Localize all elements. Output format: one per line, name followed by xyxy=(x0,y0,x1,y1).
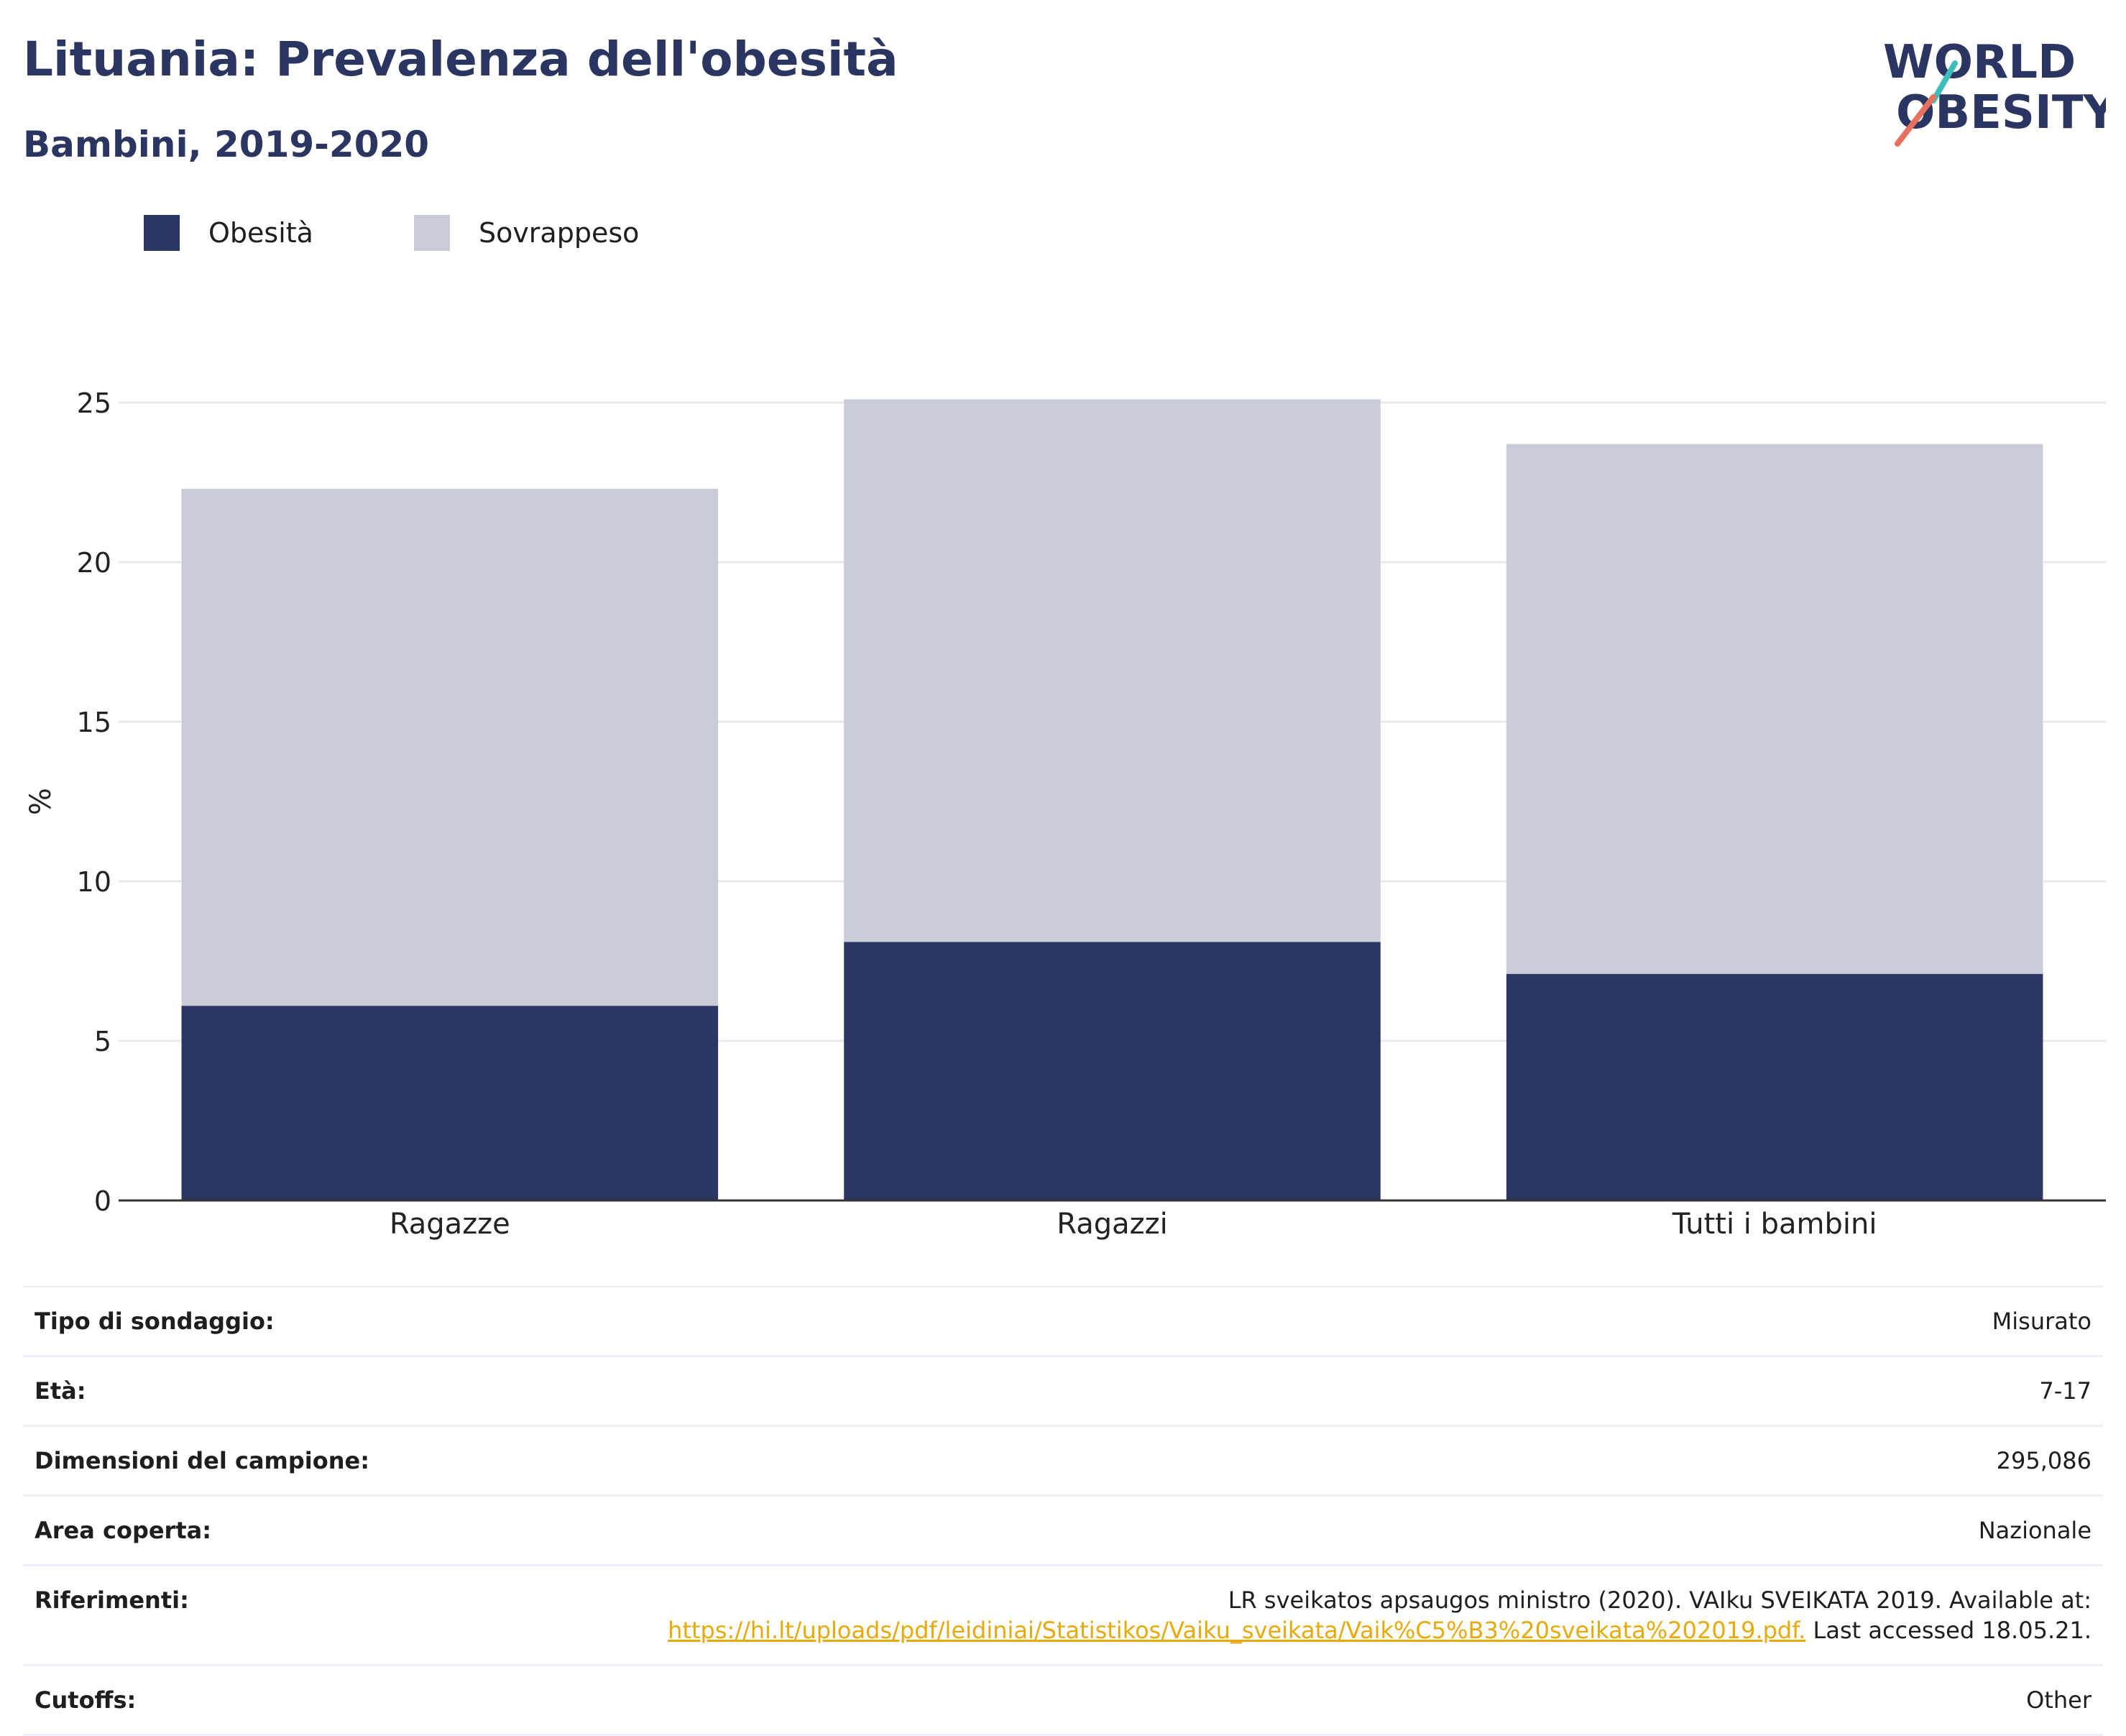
x-tick-label: Ragazzi xyxy=(1057,1208,1167,1241)
legend-item-obesity: Obesità xyxy=(144,215,313,251)
info-row-sample-size: Dimensioni del campione: 295,086 xyxy=(23,1425,2103,1494)
chart-title: Lituania: Prevalenza dell'obesità xyxy=(23,32,898,87)
logo-word-world: WORLD xyxy=(1883,36,2076,89)
reference-accessed: Last accessed 18.05.21. xyxy=(1805,1617,2092,1644)
legend-label-obesity: Obesità xyxy=(208,217,313,249)
y-tick-label: 5 xyxy=(94,1026,111,1057)
y-tick-label: 10 xyxy=(77,866,111,898)
y-axis-title: % xyxy=(24,788,57,815)
bar-obesity xyxy=(181,1006,719,1200)
reference-text: LR sveikatos apsaugos ministro (2020). V… xyxy=(668,1585,2092,1645)
bar-chart: 0 5 10 15 20 25% Ragazze Ragazzi Tutti i bambini xyxy=(24,387,2106,1241)
info-label: Area coperta: xyxy=(34,1517,212,1544)
info-label: Tipo di sondaggio: xyxy=(34,1308,275,1335)
info-label: Riferimenti: xyxy=(34,1586,189,1614)
info-row-age: Età: 7-17 xyxy=(23,1355,2103,1425)
info-row-survey-type: Tipo di sondaggio: Misurato xyxy=(23,1285,2103,1355)
info-value: Misurato xyxy=(1992,1308,2092,1335)
chart-subtitle: Bambini, 2019-2020 xyxy=(23,124,430,165)
y-tick-label: 0 xyxy=(94,1185,111,1217)
info-table: Tipo di sondaggio: Misurato Età: 7-17 Di… xyxy=(23,1285,2103,1736)
info-value: 295,086 xyxy=(1996,1447,2092,1474)
bar-overweight xyxy=(181,488,719,1006)
y-tick-label: 25 xyxy=(77,387,111,419)
bar-obesity xyxy=(1506,973,2043,1200)
world-obesity-logo: WORLD OBESITY xyxy=(1883,36,2106,147)
y-tick-label: 15 xyxy=(77,707,111,738)
legend-swatch-obesity xyxy=(144,215,180,251)
logo-slash-teal xyxy=(1931,60,1958,104)
x-tick-label: Tutti i bambini xyxy=(1672,1208,1877,1241)
info-row-area: Area coperta: Nazionale xyxy=(23,1494,2103,1564)
info-label: Età: xyxy=(34,1377,86,1405)
chart-legend: Obesità Sovrappeso xyxy=(144,213,740,253)
bar-overweight xyxy=(844,399,1381,942)
y-tick-label: 20 xyxy=(77,547,111,579)
info-row-references: Riferimenti: LR sveikatos apsaugos minis… xyxy=(23,1564,2103,1664)
info-label: Dimensioni del campione: xyxy=(34,1447,370,1474)
info-label: Cutoffs: xyxy=(34,1686,137,1714)
legend-swatch-overweight xyxy=(413,215,450,251)
logo-word-obesity: OBESITY xyxy=(1896,86,2106,139)
reference-link[interactable]: https://hi.lt/uploads/pdf/leidiniai/Stat… xyxy=(668,1617,1806,1644)
info-row-cutoffs: Cutoffs: Other xyxy=(23,1664,2103,1736)
reference-citation: LR sveikatos apsaugos ministro (2020). V… xyxy=(1228,1586,2092,1614)
legend-label-overweight: Sovrappeso xyxy=(478,217,640,249)
info-value: Nazionale xyxy=(1978,1517,2092,1544)
info-value: Other xyxy=(2026,1686,2092,1714)
bar-overweight xyxy=(1506,444,2043,974)
info-value: 7-17 xyxy=(2039,1377,2092,1405)
x-tick-label: Ragazze xyxy=(390,1208,510,1241)
bar-obesity xyxy=(844,942,1381,1200)
legend-item-overweight: Sovrappeso xyxy=(413,215,640,251)
logo-slash-red xyxy=(1895,94,1936,147)
